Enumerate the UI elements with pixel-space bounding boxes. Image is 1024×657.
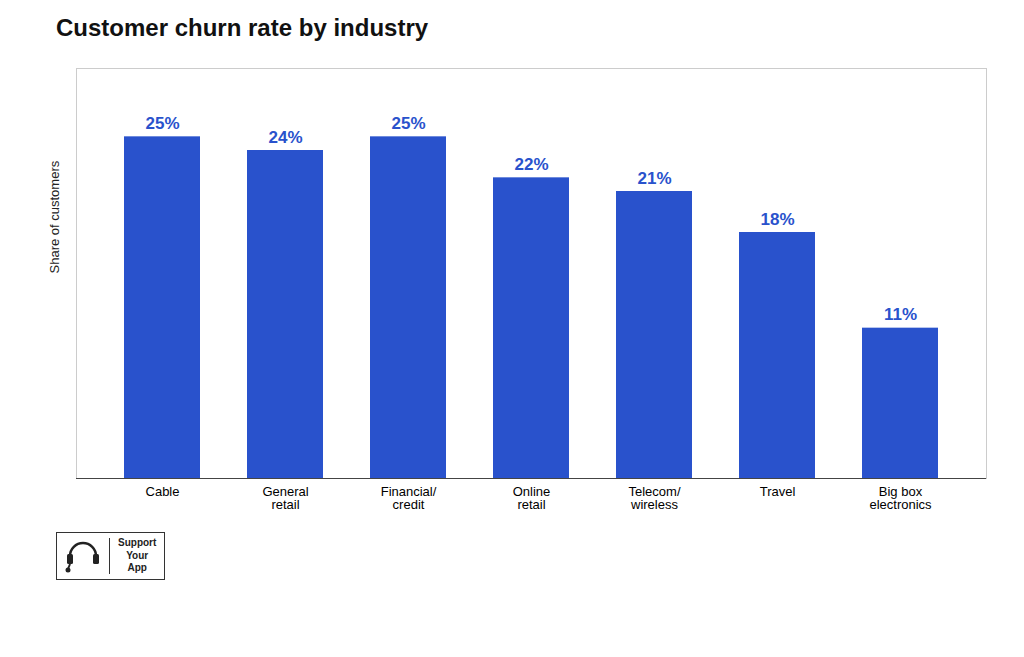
svg-text:Generalretail: Generalretail xyxy=(262,484,308,512)
html-text:Support: Support xyxy=(118,537,157,548)
svg-text:24%: 24% xyxy=(268,128,302,147)
html-text:Your: Your xyxy=(126,549,149,561)
svg-text:Telecom/wireless: Telecom/wireless xyxy=(628,484,680,512)
svg-text:Travel: Travel xyxy=(760,484,796,499)
html-text:Customer churn rate by industr: Customer churn rate by industry xyxy=(56,14,429,41)
svg-text:Share of customers: Share of customers xyxy=(47,160,62,273)
svg-text:22%: 22% xyxy=(514,155,548,174)
svg-text:25%: 25% xyxy=(391,114,425,133)
svg-text:11%: 11% xyxy=(884,305,917,324)
svg-text:21%: 21% xyxy=(637,169,671,188)
svg-text:Financial/credit: Financial/credit xyxy=(381,484,437,512)
svg-text:Cable: Cable xyxy=(146,484,180,499)
svg-text:Big boxelectronics: Big boxelectronics xyxy=(869,484,932,512)
html-text:App: App xyxy=(127,562,147,573)
svg-text:25%: 25% xyxy=(145,114,179,133)
svg-text:18%: 18% xyxy=(760,210,794,229)
svg-text:Onlineretail: Onlineretail xyxy=(513,484,551,512)
